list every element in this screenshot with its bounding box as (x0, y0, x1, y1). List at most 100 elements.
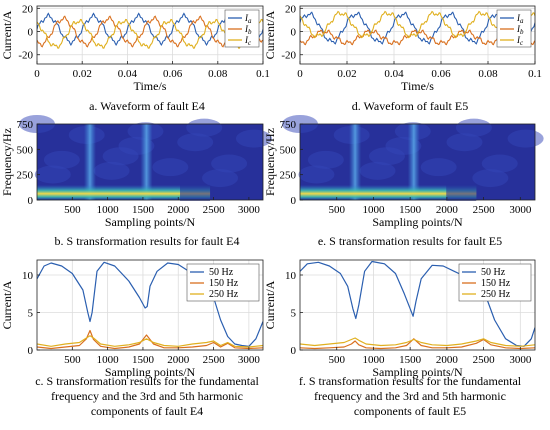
legend-label: 150 Hz (481, 278, 511, 289)
x-tick-label: 2500 (473, 354, 496, 366)
y-axis-label: Frequency/Hz (0, 128, 14, 196)
series-line-250-hz (300, 337, 535, 347)
legend-label: Ia (244, 13, 252, 25)
x-tick-label: 0.08 (478, 68, 498, 80)
y-tick-label: 0 (28, 345, 34, 357)
x-tick-label: 1500 (132, 204, 155, 216)
x-tick-label: 0.02 (73, 68, 92, 80)
legend-label: Ic (244, 35, 252, 47)
x-tick-label: 0.06 (163, 68, 183, 80)
y-tick-label: 5 (28, 308, 34, 320)
axes-frame (36, 5, 264, 65)
heatmap-texture (481, 154, 518, 173)
heatmap-fundamental-band (300, 184, 477, 201)
x-tick-label: 0.1 (256, 68, 270, 80)
axes-frame (36, 123, 264, 201)
x-tick-label: 500 (64, 354, 81, 366)
heatmap-fundamental-band (37, 184, 211, 201)
heatmap-texture (420, 158, 457, 177)
x-axis-label: Sampling points/N (105, 365, 196, 379)
heatmap-texture (307, 150, 344, 169)
heatmap-texture (186, 118, 223, 137)
caption-f-line3: components of fault E5 (354, 404, 466, 418)
x-tick-label: 2000 (167, 204, 190, 216)
x-tick-label: 2000 (436, 204, 459, 216)
chart-d: 0 0.02 0.04 0.06 0.08 0.1200-20Time/sCurrent/… (263, 3, 542, 93)
heatmap-spike (407, 124, 420, 200)
y-tick-label: 10 (285, 270, 297, 282)
x-tick-label: 500 (328, 354, 345, 366)
y-axis-label: Current/A (0, 280, 14, 329)
heatmap-texture (359, 161, 396, 180)
legend-label: 150 Hz (209, 278, 239, 289)
x-axis-label: Time/s (134, 79, 167, 93)
heatmap-texture (93, 161, 130, 180)
y-tick-label: 20 (22, 3, 34, 15)
x-tick-label: 0.1 (528, 68, 542, 80)
heatmap-band-fade (180, 184, 211, 201)
series-line-50-hz (300, 260, 535, 347)
x-tick-label: 2500 (203, 204, 226, 216)
y-axis-label: Current/A (0, 10, 14, 59)
heatmap-texture (446, 133, 483, 152)
y-tick-label: -20 (18, 50, 33, 62)
x-tick-label: 3000 (238, 354, 261, 366)
chart-f: 500 1000 1500 2000 2500 3000 10 5 0 Sampling poin… (263, 259, 536, 379)
y-tick-label: 250 (280, 170, 297, 182)
axes-frame (299, 259, 536, 351)
series-line-150-hz (300, 338, 535, 350)
x-tick-label: 1500 (399, 354, 422, 366)
x-tick-label: 1000 (97, 204, 120, 216)
legend-label: 250 Hz (209, 289, 239, 300)
heatmap-texture (455, 118, 492, 137)
x-tick-label: 3000 (238, 204, 261, 216)
y-tick-label: 0 (291, 27, 297, 39)
heatmap-band-fade (446, 184, 477, 201)
axes-frame (299, 123, 536, 201)
x-tick-label: 0.06 (431, 68, 451, 80)
x-tick-label: 0.04 (118, 68, 138, 80)
chart-b: 500 1000 1500 2000 2500 30007505002500Samplin… (0, 115, 272, 229)
x-tick-label: 1500 (399, 204, 422, 216)
legend-label: Ia (516, 13, 524, 25)
caption-d: d. Waveform of fault E5 (352, 99, 468, 113)
x-tick-label: 2000 (167, 354, 190, 366)
chart-a: 0 0.02 0.04 0.06 0.08 0.1200-20Time/sCurrent/… (0, 3, 270, 93)
y-axis-label: Frequency/Hz (263, 128, 277, 196)
x-axis-label: Sampling points/N (372, 215, 463, 229)
heatmap-spike (349, 124, 362, 200)
heatmap-texture (211, 154, 248, 173)
series-line-150-hz (37, 329, 263, 350)
y-tick-label: 5 (291, 308, 297, 320)
x-tick-label: 1000 (362, 204, 385, 216)
heatmap-texture (472, 169, 509, 188)
caption-c-line1: c. S transformation results for the fund… (35, 374, 259, 388)
x-axis-label: Sampling points/N (105, 215, 196, 229)
series-line-250-hz (37, 335, 263, 348)
series-line-50-hz (37, 261, 263, 347)
y-axis-label: Current/A (263, 280, 277, 329)
x-tick-label: 0 (34, 68, 40, 80)
y-axis-label: Current/A (263, 10, 277, 59)
x-tick-label: 0.08 (208, 68, 228, 80)
heatmap-texture (298, 165, 335, 184)
chart-c: 500 1000 1500 2000 2500 3000 10 5 0 Sampling poin… (0, 259, 264, 379)
legend-label: 50 Hz (209, 267, 234, 278)
heatmap-texture (34, 165, 71, 184)
y-tick-label: 750 (17, 119, 34, 131)
y-tick-label: 500 (17, 144, 34, 156)
heatmap-texture (507, 129, 544, 148)
x-tick-label: 2500 (473, 204, 496, 216)
axes-frame (299, 5, 536, 65)
heatmap-texture (177, 133, 214, 152)
caption-c-line2: frequency and the 3rd and 5th harmonic (51, 389, 243, 403)
x-tick-label: 1500 (132, 354, 155, 366)
axes-frame (36, 259, 264, 351)
y-tick-label: 20 (285, 3, 297, 15)
y-tick-label: 250 (17, 170, 34, 182)
